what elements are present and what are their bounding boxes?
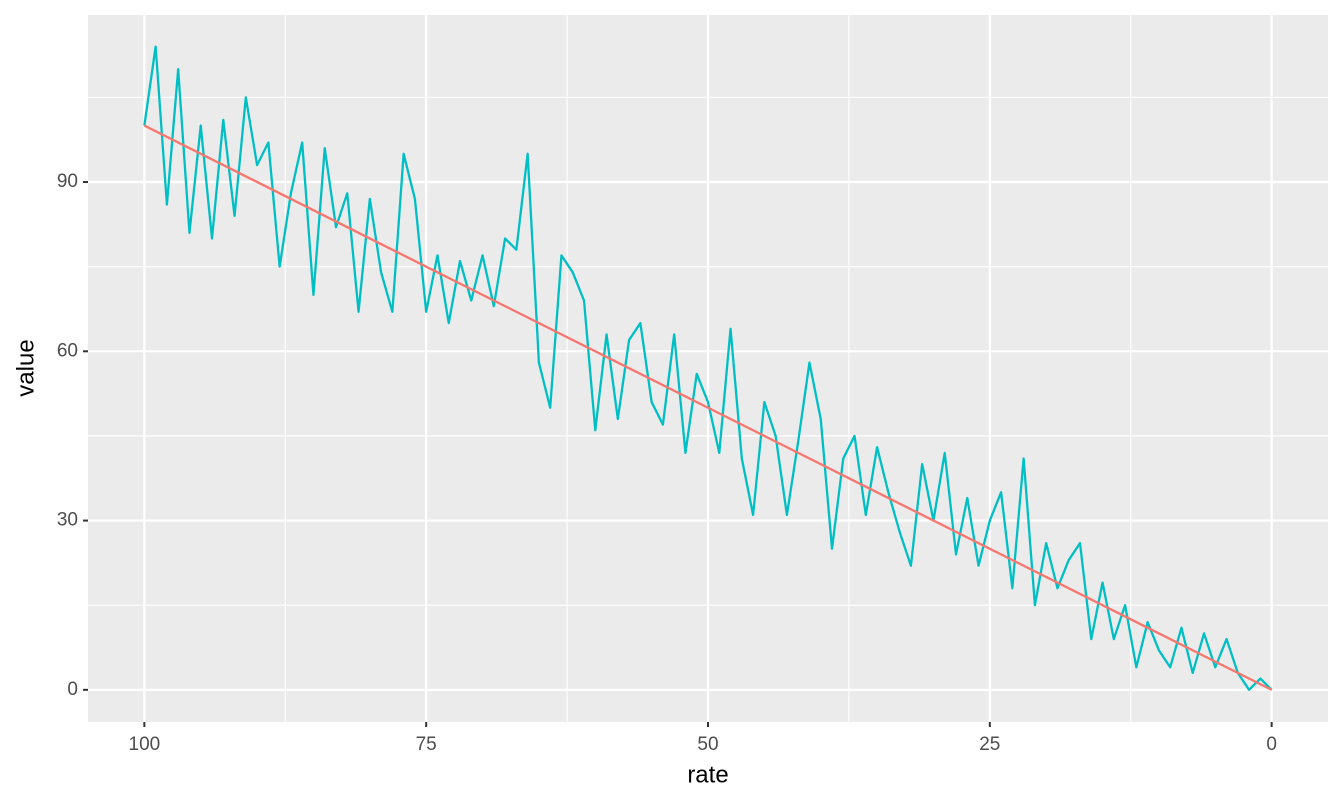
x-tick-label: 100 (129, 734, 161, 755)
y-axis-title: value (12, 339, 39, 396)
y-tick-label: 60 (57, 340, 78, 361)
y-tick-label: 30 (57, 510, 78, 531)
y-tick-label: 0 (67, 679, 78, 700)
x-tick-label: 50 (697, 734, 718, 755)
x-tick-label: 25 (979, 734, 1000, 755)
x-tick-label: 0 (1266, 734, 1277, 755)
y-tick-label: 90 (57, 171, 78, 192)
data-line (143, 45, 1273, 691)
x-axis-title: rate (687, 761, 728, 788)
x-tick-label: 75 (416, 734, 437, 755)
data-line (143, 124, 1273, 691)
